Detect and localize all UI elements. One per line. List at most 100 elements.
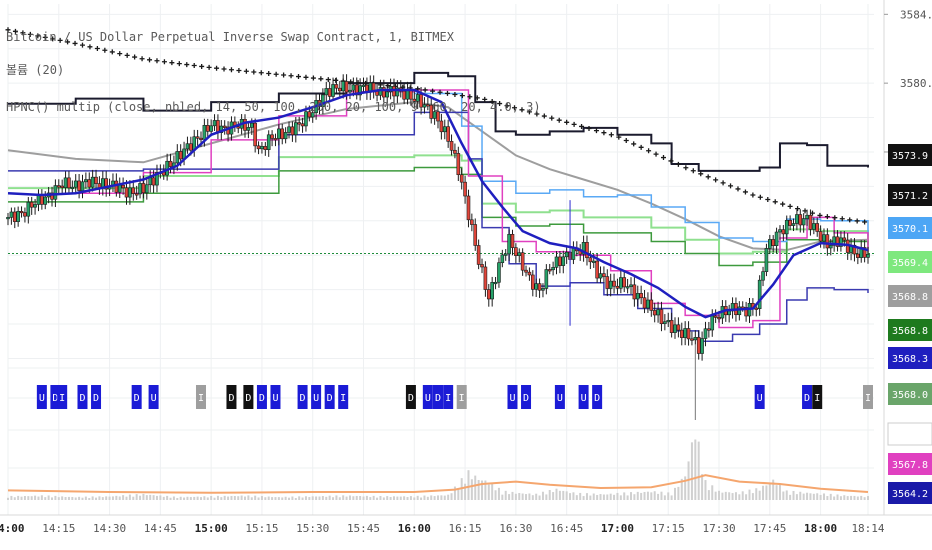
signal-label: D xyxy=(521,385,532,409)
volume-bar xyxy=(721,492,724,500)
dot-band-marker xyxy=(564,119,570,125)
volume-bar xyxy=(751,493,754,500)
candle-body xyxy=(205,125,210,132)
volume-bar xyxy=(511,491,514,500)
dot-band-marker xyxy=(161,59,167,65)
candle-body xyxy=(493,281,498,285)
signal-label-text: D xyxy=(435,393,441,404)
volume-bar xyxy=(653,491,656,500)
x-tick-label: 14:00 xyxy=(0,522,25,535)
volume-bar xyxy=(782,491,785,500)
dot-band-marker xyxy=(206,64,212,70)
volume-bar xyxy=(301,497,304,500)
price-badge-label: 3568.3 xyxy=(892,354,928,365)
dot-band-marker xyxy=(87,44,93,50)
x-tick-label: 17:30 xyxy=(702,522,735,535)
signal-label-text: I xyxy=(340,393,346,404)
volume-bar xyxy=(183,497,186,500)
volume-bar xyxy=(599,494,602,500)
signal-label-text: U xyxy=(557,393,563,404)
dot-band-marker xyxy=(765,197,771,203)
price-badge-box xyxy=(888,383,932,405)
volume-bar xyxy=(853,495,856,500)
candle-body xyxy=(33,204,37,208)
hpnc-indicator-label: HPNC() multip (close, nbled, 14, 50, 100… xyxy=(6,100,541,114)
candle-body xyxy=(16,210,20,222)
signal-label-box xyxy=(195,385,206,409)
dot-band-marker xyxy=(5,27,11,33)
candle-body xyxy=(784,220,789,235)
candle-body xyxy=(828,245,833,249)
candle-body xyxy=(524,269,528,273)
x-tick-label: 14:30 xyxy=(93,522,126,535)
volume-bar xyxy=(61,496,64,500)
dot-band-marker xyxy=(154,58,160,64)
volume-bar xyxy=(640,492,643,500)
volume-bar xyxy=(166,495,169,500)
volume-bar xyxy=(193,496,196,500)
volume-bar xyxy=(288,497,291,500)
candle-body xyxy=(473,224,478,246)
x-tick-label: 17:00 xyxy=(601,522,634,535)
volume-bar xyxy=(572,492,575,500)
volume-bar xyxy=(348,495,351,500)
candle-body xyxy=(283,132,288,140)
signal-label-text: U xyxy=(581,393,587,404)
volume-bar xyxy=(541,491,544,500)
volume-bar xyxy=(81,497,84,500)
dot-band-marker xyxy=(296,74,302,80)
volume-bar xyxy=(67,496,70,500)
candle-body xyxy=(277,128,281,139)
dot-band-marker xyxy=(251,69,257,75)
dot-band-marker xyxy=(482,96,488,102)
dot-band-marker xyxy=(847,217,853,223)
candle-body xyxy=(344,81,349,93)
candle-body xyxy=(26,201,31,217)
candle-body xyxy=(209,125,213,132)
candle-body xyxy=(835,236,840,247)
signal-label: U xyxy=(270,385,281,409)
candle-body xyxy=(642,297,647,309)
dot-band-marker xyxy=(20,30,26,36)
candle-body xyxy=(402,90,406,100)
dot-band-marker xyxy=(832,215,838,221)
volume-bar xyxy=(609,493,612,500)
candle-body xyxy=(713,315,718,318)
price-badge-label: 3571.2 xyxy=(892,191,928,202)
volume-bar xyxy=(792,490,795,500)
volume-bar xyxy=(802,493,805,500)
candle-body xyxy=(771,239,775,246)
dot-band-marker xyxy=(221,66,227,72)
volume-bar xyxy=(199,497,202,500)
volume-bar xyxy=(233,496,236,500)
volume-bar xyxy=(37,496,40,500)
volume-bar xyxy=(338,497,341,500)
candle-body xyxy=(331,84,335,97)
volume-bar xyxy=(816,493,819,500)
volume-bar xyxy=(772,479,775,500)
x-tick-label: 17:15 xyxy=(652,522,685,535)
volume-bar xyxy=(210,496,213,500)
candle-body xyxy=(551,267,555,271)
candle-body xyxy=(185,143,190,150)
price-badge-box xyxy=(888,144,932,166)
candle-body xyxy=(436,111,440,122)
candle-body xyxy=(856,253,860,258)
volume-bar xyxy=(392,496,395,500)
volume-bar xyxy=(538,495,541,500)
candle-body xyxy=(649,299,654,311)
candle-body xyxy=(703,328,708,339)
dot-band-marker xyxy=(169,60,175,66)
candle-body xyxy=(426,104,430,107)
candle-body xyxy=(304,111,308,127)
dot-band-marker xyxy=(817,212,823,218)
volume-bar xyxy=(765,485,768,500)
dot-band-marker xyxy=(348,79,354,85)
candle-body xyxy=(90,176,95,188)
candle-body xyxy=(612,280,616,287)
candle-body xyxy=(300,123,305,127)
volume-bar xyxy=(95,497,98,500)
volume-bar xyxy=(545,494,548,500)
volume-bar xyxy=(98,496,101,500)
